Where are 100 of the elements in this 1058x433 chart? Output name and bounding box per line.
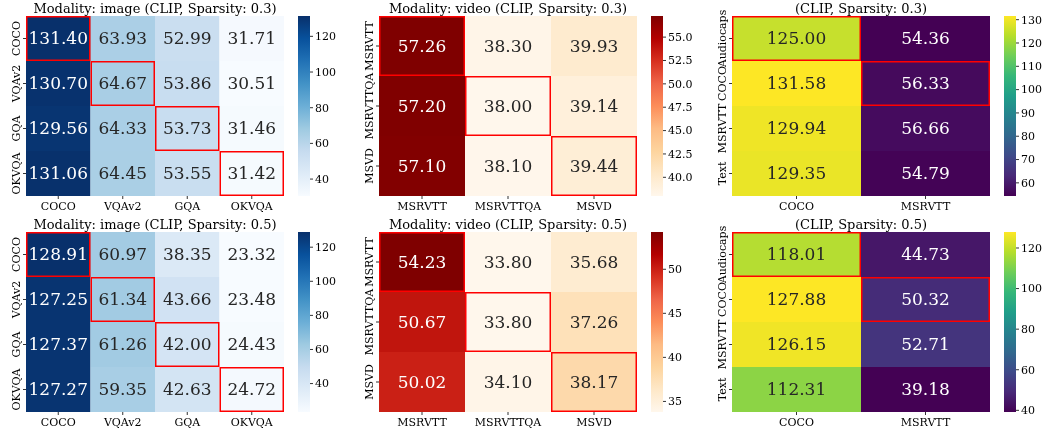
- data-label: 31.42: [227, 163, 277, 184]
- data-label: 57.20: [397, 95, 447, 116]
- color-bar-label: 80: [1021, 130, 1035, 144]
- color-bar-label: 47.5: [668, 101, 693, 115]
- data-label: 56.33: [901, 73, 950, 94]
- data-label: 53.73: [162, 118, 212, 139]
- data-label: 64.33: [98, 118, 148, 139]
- y-tick-label: MSRVTT: [363, 236, 376, 287]
- x-tick-label: MSRVTT: [900, 200, 951, 213]
- data-label: 54.79: [901, 163, 950, 184]
- color-bar-label: 100: [1021, 83, 1042, 97]
- y-tick-label: MSRVTTQA: [363, 287, 376, 356]
- data-label: 112.31: [766, 379, 827, 400]
- x-tick-label: COCO: [40, 200, 76, 213]
- data-label: 24.72: [227, 379, 277, 400]
- data-label: 57.26: [397, 35, 447, 56]
- data-label: 61.26: [98, 334, 148, 355]
- color-bar-label: 110: [1021, 60, 1042, 74]
- y-tick-label: MSVD: [363, 364, 376, 400]
- color-bar-label: 42.5: [668, 147, 693, 161]
- color-bar-label: 120: [315, 241, 336, 255]
- x-tick-label: GQA: [174, 200, 202, 213]
- color-bar-label: 40: [668, 351, 682, 365]
- data-label: 127.88: [766, 289, 827, 310]
- y-tick-label: MSRVTT: [363, 20, 376, 71]
- data-label: 125.00: [766, 28, 827, 49]
- x-tick-label: VQAv2: [102, 416, 142, 429]
- x-tick-label: MSRVTTQA: [474, 200, 543, 213]
- color-bar-label: 52.5: [668, 54, 693, 68]
- data-label: 24.43: [227, 334, 277, 355]
- data-label: 43.66: [162, 289, 212, 310]
- y-tick-label: Text: [716, 377, 729, 402]
- y-tick-label: VQAv2: [10, 64, 23, 104]
- data-label: 39.93: [569, 35, 619, 56]
- data-label: 118.01: [766, 244, 827, 265]
- data-label: 34.10: [483, 371, 533, 392]
- data-label: 38.00: [483, 95, 533, 116]
- color-bar-label: 60: [1021, 363, 1035, 377]
- data-label: 50.02: [397, 371, 447, 392]
- data-label: 59.35: [98, 379, 148, 400]
- y-tick-label: MSVD: [363, 148, 376, 184]
- x-tick-label: MSRVTT: [397, 416, 448, 429]
- data-label: 127.25: [28, 289, 88, 310]
- color-bar-label: 40: [1021, 404, 1035, 418]
- color-bar-label: 100: [1021, 282, 1042, 296]
- data-label: 53.86: [162, 73, 212, 94]
- x-tick-label: COCO: [40, 416, 76, 429]
- data-label: 128.91: [28, 244, 88, 265]
- data-label: 63.93: [98, 28, 148, 49]
- data-label: 64.67: [98, 73, 148, 94]
- data-label: 60.97: [98, 244, 148, 265]
- y-tick-label: Text: [716, 161, 729, 186]
- data-label: 23.48: [227, 289, 277, 310]
- color-bar-label: 130: [1021, 13, 1042, 27]
- data-label: 30.51: [227, 73, 277, 94]
- data-label: 50.67: [397, 311, 447, 332]
- data-label: 38.17: [569, 371, 619, 392]
- color-bar-label: 45: [668, 307, 682, 321]
- chart-title: (CLIP, Sparsity: 0.5): [794, 217, 928, 232]
- data-label: 39.18: [901, 379, 950, 400]
- chart-title: Modality: image (CLIP, Sparsity: 0.5): [33, 217, 277, 232]
- color-bar-label: 50.0: [668, 77, 693, 91]
- data-label: 131.40: [28, 28, 88, 49]
- color-bar-label: 80: [315, 101, 329, 115]
- data-label: 127.27: [28, 379, 88, 400]
- x-tick-label: OKVQA: [230, 416, 274, 429]
- x-tick-label: MSVD: [576, 416, 612, 429]
- data-label: 52.99: [162, 28, 212, 49]
- data-label: 57.10: [397, 155, 447, 176]
- y-tick-label: GQA: [10, 330, 23, 358]
- color-bar-label: 120: [315, 30, 336, 44]
- y-tick-label: VQAv2: [10, 280, 23, 320]
- data-label: 23.32: [227, 244, 277, 265]
- color-bar-label: 80: [1021, 323, 1035, 337]
- x-tick-label: MSVD: [576, 200, 612, 213]
- chart-title: (CLIP, Sparsity: 0.3): [794, 1, 928, 16]
- x-tick-label: VQAv2: [102, 200, 142, 213]
- data-label: 37.26: [569, 311, 619, 332]
- data-label: 52.71: [901, 334, 950, 355]
- data-label: 50.32: [901, 289, 950, 310]
- color-bar-label: 100: [315, 275, 336, 289]
- data-label: 42.63: [162, 379, 212, 400]
- data-label: 129.56: [28, 118, 88, 139]
- color-bar-label: 60: [1021, 176, 1035, 190]
- data-label: 56.66: [901, 118, 950, 139]
- chart-title: Modality: video (CLIP, Sparsity: 0.5): [388, 217, 628, 232]
- x-tick-label: GQA: [174, 416, 202, 429]
- color-bar-label: 45.0: [668, 124, 693, 138]
- color-bar-label: 80: [315, 309, 329, 323]
- data-label: 39.14: [569, 95, 619, 116]
- color-bar-label: 35: [668, 395, 682, 409]
- y-tick-label: MSRVTTQA: [363, 71, 376, 140]
- color-bar-label: 100: [315, 65, 336, 79]
- data-label: 38.30: [483, 35, 533, 56]
- color-bar-label: 50: [668, 263, 682, 277]
- data-label: 33.80: [483, 311, 533, 332]
- data-label: 130.70: [28, 73, 88, 94]
- y-tick-label: GQA: [10, 114, 23, 142]
- y-tick-label: COCO: [716, 66, 729, 101]
- y-tick-label: MSRVTT: [716, 319, 729, 370]
